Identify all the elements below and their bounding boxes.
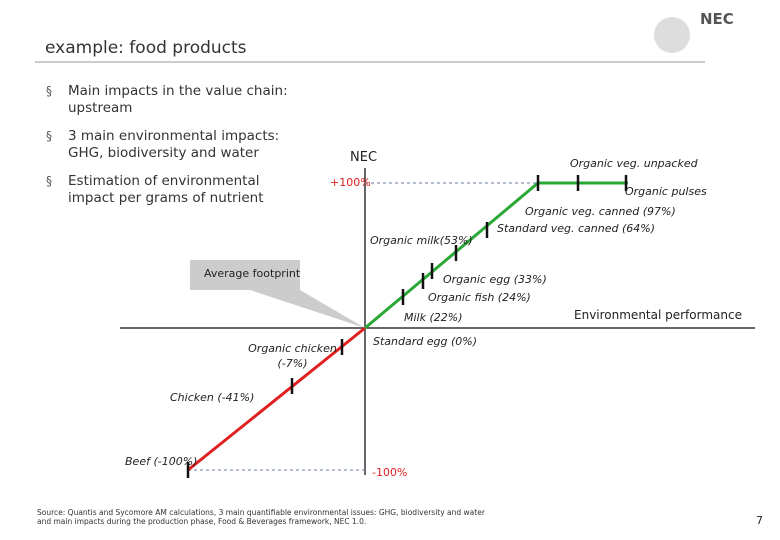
point-label: Organic chicken (-7%)	[248, 342, 337, 370]
y-axis-label: NEC	[350, 150, 378, 165]
point-label: Standard veg. canned (64%)	[497, 222, 655, 235]
point-label: Standard egg (0%)	[373, 335, 477, 348]
point-label: Organic milk(53%)	[370, 234, 473, 247]
logo-text: NEC	[700, 10, 734, 28]
point-label: Organic egg (33%)	[443, 273, 547, 286]
source-note: Source: Quantis and Sycomore AM calculat…	[37, 508, 485, 526]
tick-marks	[186, 175, 628, 478]
slide-title: example: food products	[45, 38, 247, 58]
bottom-label: -100%	[372, 466, 408, 479]
red-curve	[187, 326, 366, 472]
callout-box	[190, 260, 365, 328]
point-label: Organic pulses	[625, 185, 707, 198]
point-label: Milk (22%)	[404, 311, 463, 324]
point-label: Organic veg. canned (97%)	[525, 205, 676, 218]
point-label: Organic fish (24%)	[428, 291, 531, 304]
callout-text: Average footprint	[204, 267, 301, 280]
point-label: Chicken (-41%)	[170, 391, 255, 404]
point-label: Organic veg. unpacked	[570, 157, 698, 170]
bullet: Main impacts in the value chain: upstrea…	[46, 83, 308, 117]
point-label: Beef (-100%)	[125, 455, 198, 468]
page-number: 7	[756, 514, 763, 527]
top-label: +100%	[330, 176, 371, 189]
logo-globe	[654, 17, 690, 53]
bullet: 3 main environmental impacts: GHG, biodi…	[46, 128, 308, 162]
x-axis-label: Environmental performance	[574, 308, 742, 322]
bullet: Estimation of environmental impact per g…	[46, 173, 308, 207]
